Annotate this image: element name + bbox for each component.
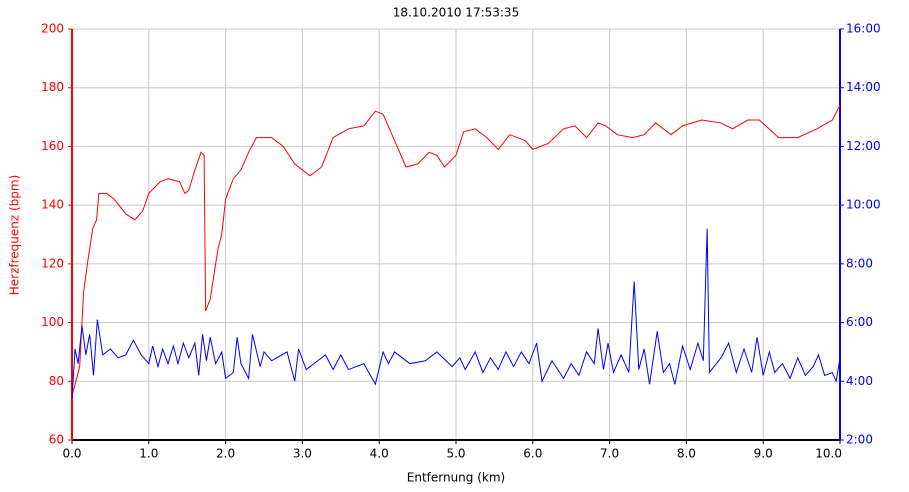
y2-tick-label: 4:00	[846, 374, 873, 388]
y2-tick-label: 8:00	[846, 256, 873, 270]
y-tick-label: 160	[41, 139, 64, 153]
x-tick-label: 2.0	[216, 447, 235, 461]
y2-tick-label: 16:00	[846, 22, 881, 36]
x-tick-label: 8.0	[677, 447, 696, 461]
line-series	[71, 105, 841, 397]
y-tick-label: 60	[49, 433, 64, 447]
x-tick-label: 6.0	[523, 447, 542, 461]
y-tick-label: 180	[41, 80, 64, 94]
x-axis-label: Entfernung (km)	[407, 471, 505, 485]
x-tick-label: 9.0	[754, 447, 773, 461]
y2-tick-label: 2:00	[846, 433, 873, 447]
y-tick-label: 200	[41, 22, 64, 36]
chart-title: 18.10.2010 17:53:35	[393, 6, 519, 20]
y-tick-label: 140	[41, 198, 64, 212]
y2-tick-label: 14:00	[846, 80, 881, 94]
line-series	[71, 228, 841, 399]
y-tick-label: 80	[49, 374, 64, 388]
y2-tick-label: 6:00	[846, 315, 873, 329]
y-axis-label: Herzfrequenz (bpm)	[8, 175, 22, 296]
x-tick-label: 7.0	[600, 447, 619, 461]
x-tick-label: 3.0	[293, 447, 312, 461]
y-tick-label: 120	[41, 256, 64, 270]
x-tick-label: 10.0	[815, 447, 842, 461]
x-tick-label: 4.0	[370, 447, 389, 461]
y-tick-label: 100	[41, 315, 64, 329]
x-tick-label: 0.0	[62, 447, 81, 461]
x-tick-label: 1.0	[139, 447, 158, 461]
y2-tick-label: 10:00	[846, 198, 881, 212]
y2-tick-label: 12:00	[846, 139, 881, 153]
x-tick-label: 5.0	[446, 447, 465, 461]
